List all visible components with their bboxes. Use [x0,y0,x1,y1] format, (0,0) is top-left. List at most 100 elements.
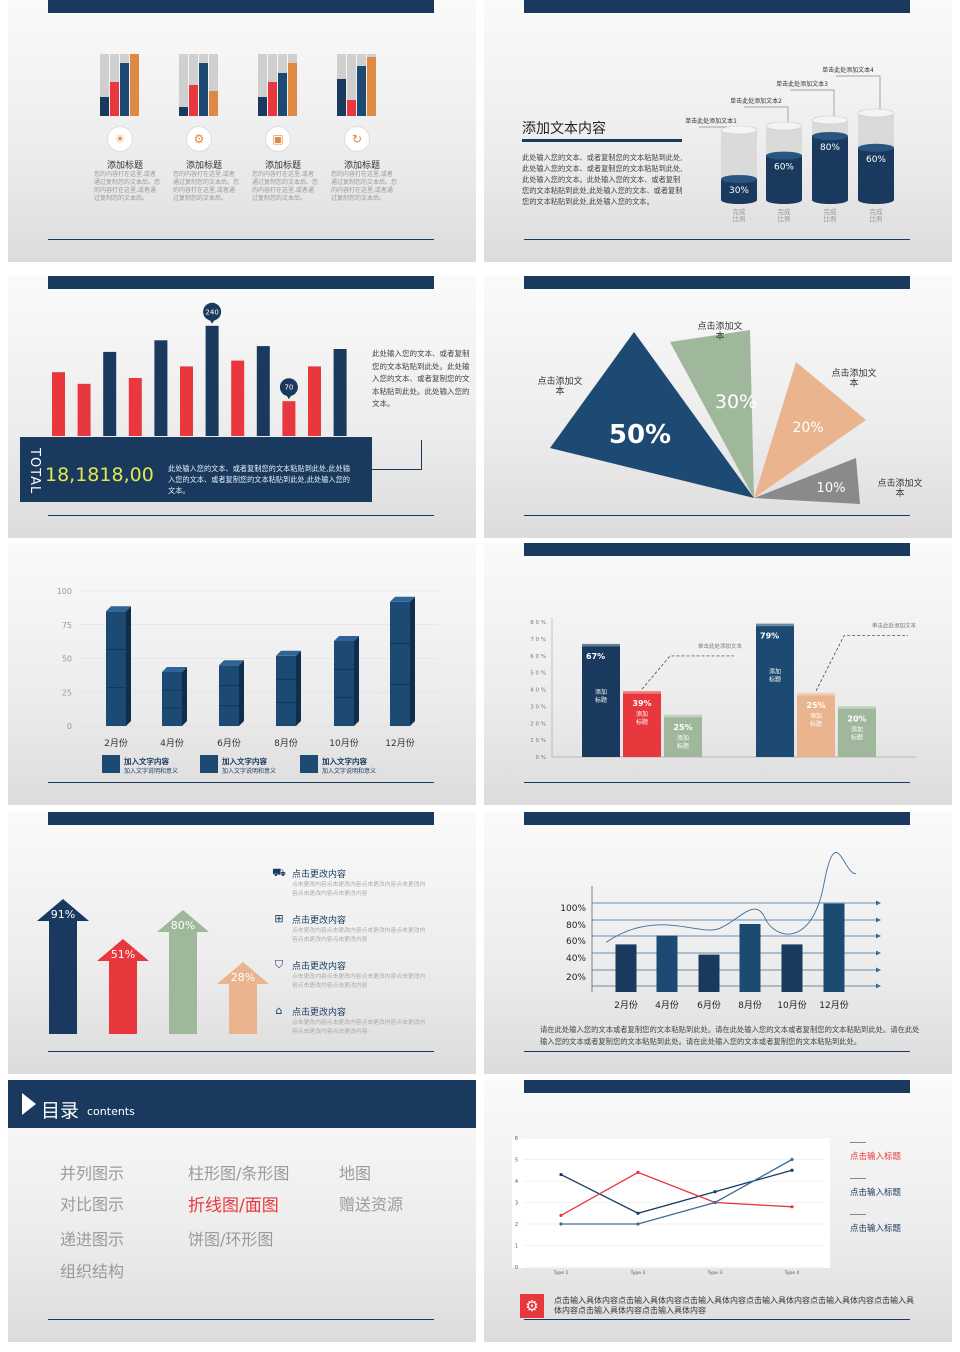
arrow-percent: 51% [111,948,135,961]
bar-top-edge [797,692,835,696]
globe-hand-icon: ☀ [107,126,133,152]
caption: 请在此处输入您的文本或者复制您的文本粘贴到此处。请在此处输入您的文本或者复制您的… [540,1025,920,1046]
gridline-arrowhead [876,967,881,973]
item-body: 您的内容打在这里,或者通过复制您的文本后。您的内容打在这里,或者通过复制您的文本… [173,171,240,202]
side-text: 此处输入您的文本、或者复制您的文本粘贴到此处。此处输入您的文本、或者复制您的文本… [372,349,470,408]
note-leader-line [641,655,734,690]
bar-fill [367,57,376,116]
divider-line [48,1319,434,1320]
x-tick-label: 12月份 [819,999,848,1011]
bar-label: 添加 [677,734,689,742]
cylinder-top [720,125,758,135]
gears-icon: ⚙ [186,126,212,152]
callout-line [790,89,835,120]
header-bar [524,276,910,289]
y-tick-label: 100 [57,587,72,596]
y-tick-label: 6 [515,1136,518,1142]
bar-3d-front [162,672,182,726]
series-line [561,1158,793,1225]
y-tick-label: 40% [566,954,586,964]
bar [797,692,835,757]
cylinder-percent: 60% [866,155,886,165]
bar-fill [258,97,267,116]
trend-curve [605,852,857,943]
x-tick-label: 2月份 [104,737,128,749]
y-tick-label: 8 0 % [530,620,546,626]
slide-6: 8 0 % 7 0 % 6 0 % 5 0 % 4 0 % 3 0 % 2 0 % 1 0 %… [484,543,952,805]
cylinder-base [721,196,757,204]
contents-item: 柱形图/条形图 [188,1164,290,1183]
triangle-slice [670,330,754,498]
bar [698,954,720,992]
y-tick-label: 4 [515,1179,518,1185]
y-tick-label: 2 [515,1222,518,1228]
value-bubble [203,302,222,321]
y-tick-label: 25 [62,688,72,697]
bar [656,935,678,992]
bar [781,944,803,992]
x-tick-label: 12月份 [385,737,414,749]
y-tick-label: 2 0 % [530,721,546,727]
total-label: TOTAL [27,448,42,495]
contents-item: 对比图示 [60,1195,125,1214]
item-body: 点击更改内容点击更改内容点击更改内容点击更改内容点击更改内容点击更改内容 [292,882,426,897]
contents-item: 递进图示 [60,1230,125,1249]
triangle-slice [550,332,754,498]
y-tick-label: 60% [566,937,586,947]
bar-3d-side [410,596,415,726]
bar-line-chart: 100% 80% 60% 40% 20% 2月份 4月份 6月份 8月份 10月份 12月份 [560,852,881,1011]
divider-line [48,782,434,783]
slide-5: 100 75 50 25 0 2月份 4月份 6月份 8月份 10月份 12月份 加入文字内容 加入文… [8,543,476,805]
bar-top-edge [838,706,876,709]
up-arrow [217,962,269,1034]
header-bar [524,0,910,13]
item-body: 您的内容打在这里,或者通过复制您的文本后。您的内容打在这里,或者通过复制您的文本… [94,171,161,202]
bar [823,903,845,992]
bar [77,383,91,436]
cylinder-base [766,196,802,204]
x-tick-label: Type 2 [630,1270,646,1276]
legend-swatch [102,755,120,773]
bar [615,944,637,992]
cylinder-label: 完成 [824,207,838,216]
legend-sub: 加入文字说明和意义 [222,768,277,775]
item-title: 添加标题 [343,161,380,171]
contents-subtitle: contents [87,1105,135,1118]
cylinder-label: 完成 [870,207,884,216]
value-bubble-tail [209,318,216,324]
slice-label: 点击添加文 [831,367,876,379]
footer-text: 点击输入具体内容点击输入具体内容点击输入具体内容点击输入具体内容点击输入具体内容… [554,1296,914,1315]
gridline-arrowhead [876,900,881,906]
bar-label: 标题 [677,742,689,750]
series-point [790,1205,794,1209]
bar-3d-side [126,606,131,726]
bar [664,714,702,757]
bar-fill [278,73,287,116]
triangle-slice [754,458,860,504]
bar [154,340,168,436]
bar-fill [130,54,139,116]
up-arrow [97,939,149,1034]
bar-label: 添加 [595,688,607,696]
slice-percent: 30% [715,391,757,413]
gift-icon: ⊞ [274,912,284,925]
cylinder-level [721,175,757,183]
bar-3d-front [219,665,239,726]
cylinder-percent: 30% [729,186,749,196]
bar-3d-top [106,606,131,612]
bar-fill [347,100,356,116]
bar-3d-front [276,655,296,726]
store-icon: ⌂ [275,1004,283,1017]
cylinder-top [811,115,849,125]
series-point [636,1170,640,1174]
slide-7: 91% 51% 80% 28% ⛟ 点击更改内容 点击更改内容点击更改内容点击更改内容点击… [8,812,476,1074]
x-tick-label: 2月份 [614,999,638,1011]
refresh-user-icon: ↻ [344,126,370,152]
bar-3d-side [296,650,301,726]
contents-item: 并列图示 [60,1164,125,1183]
cylinder-label: 比例 [824,214,837,223]
bar-track [347,54,356,116]
bar-fill [209,91,218,116]
bar-3d-side [239,660,244,726]
cylinder-percent: 60% [774,163,794,173]
